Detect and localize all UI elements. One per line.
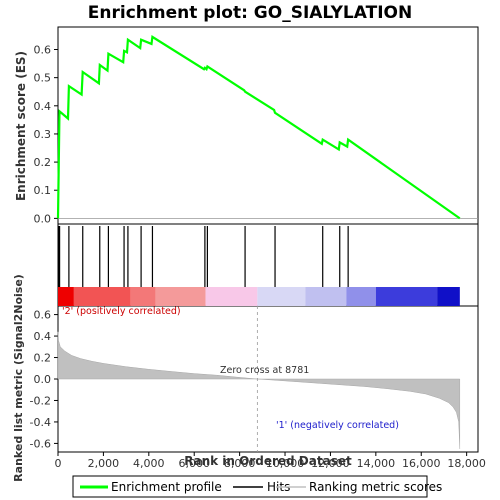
- es-axis-label: Enrichment score (ES): [14, 51, 28, 201]
- rank-tick-label: 0.0: [34, 373, 52, 386]
- es-tick-label: 0.5: [34, 72, 52, 85]
- es-tick-label: 0.2: [34, 156, 52, 169]
- legend-label-ranking-metric-scores: Ranking metric scores: [309, 480, 442, 494]
- color-bar-segment: [58, 287, 74, 306]
- es-tick-label: 0.4: [34, 100, 52, 113]
- x-axis: 0 2,000 4,000 6,000 8,000 10,000 12,000 14,000 1…: [55, 452, 486, 470]
- color-bar-segment: [346, 287, 376, 306]
- x-tick-label: 6,000: [178, 457, 210, 470]
- rank-color-bar: [58, 287, 460, 306]
- zero-cross-label: Zero cross at 8781: [220, 365, 309, 376]
- x-tick-label: 16,000: [402, 457, 441, 470]
- x-tick-label: 8,000: [224, 457, 256, 470]
- enrichment-profile-line: [56, 35, 461, 220]
- positive-correlation-label: '2' (positively correlated): [62, 306, 181, 317]
- es-tick-label: 0.3: [34, 128, 52, 141]
- es-tick-label: 0.0: [34, 212, 52, 225]
- enrichment-score-panel: 0.0 0.1 0.2 0.3 0.4 0.5 0.6: [34, 35, 478, 225]
- x-tick-label: 2,000: [88, 457, 120, 470]
- ranking-metric-panel: -0.6 -0.4 -0.2 0.0 0.2 0.4 0.6: [30, 306, 461, 452]
- legend: Enrichment profile Hits Ranking metric s…: [72, 475, 442, 498]
- hits-panel: [58, 226, 349, 287]
- es-tick-label: 0.6: [34, 44, 52, 57]
- chart-title: Enrichment plot: GO_SIALYLATION: [88, 3, 412, 23]
- negative-correlation-label: '1' (negatively correlated): [276, 420, 399, 431]
- rank-tick-label: -0.6: [30, 437, 51, 450]
- legend-label-enrichment-profile: Enrichment profile: [111, 480, 222, 494]
- rank-tick-label: 0.4: [34, 330, 52, 343]
- color-bar-segment: [130, 287, 156, 306]
- ranking-axis-label: Ranked list metric (Signal2Noise): [12, 274, 25, 482]
- color-bar-segment: [155, 287, 206, 306]
- x-tick-label: 10,000: [266, 457, 305, 470]
- color-bar-segment: [73, 287, 131, 306]
- rank-tick-label: -0.4: [30, 416, 51, 429]
- ranking-metric-area: [57, 331, 461, 449]
- color-bar-segment: [375, 287, 438, 306]
- x-tick-label: 12,000: [311, 457, 350, 470]
- rank-tick-label: 0.6: [34, 309, 52, 322]
- x-tick-label: 0: [55, 457, 62, 470]
- rank-tick-label: -0.2: [30, 394, 51, 407]
- x-tick-label: 4,000: [133, 457, 165, 470]
- x-axis-label: Rank in Ordered Dataset: [184, 454, 352, 468]
- rank-tick-label: 0.2: [34, 352, 52, 365]
- x-tick-label: 18,000: [447, 457, 486, 470]
- color-bar-segment: [257, 287, 306, 306]
- x-tick-label: 14,000: [357, 457, 396, 470]
- color-bar-segment: [305, 287, 347, 306]
- color-bar-segment: [205, 287, 258, 306]
- color-bar-segment: [437, 287, 460, 306]
- plot-frame: [57, 26, 479, 453]
- es-tick-label: 0.1: [34, 184, 52, 197]
